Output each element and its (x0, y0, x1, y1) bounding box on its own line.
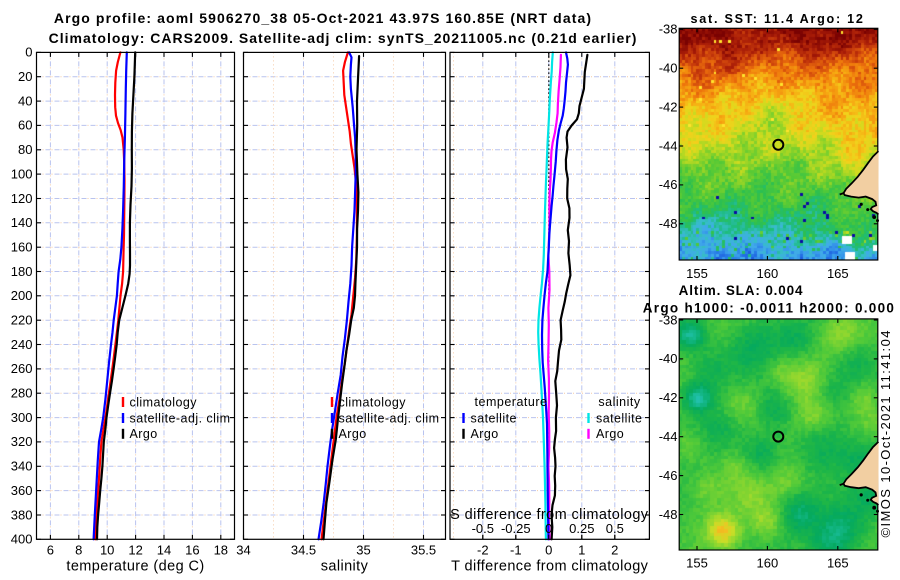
svg-text:240: 240 (11, 337, 33, 352)
svg-text:360: 360 (11, 483, 33, 498)
svg-text:165: 165 (827, 266, 849, 281)
svg-text:320: 320 (11, 434, 33, 449)
svg-text:300: 300 (11, 410, 33, 425)
svg-text:100: 100 (11, 166, 33, 181)
svg-text:16: 16 (185, 543, 199, 558)
svg-text:Altim. SLA: 0.004: Altim. SLA: 0.004 (679, 283, 804, 298)
svg-text:220: 220 (11, 313, 33, 328)
svg-text:34.5: 34.5 (291, 543, 316, 558)
svg-text:sat. SST: 11.4 Argo: 12: sat. SST: 11.4 Argo: 12 (691, 12, 865, 26)
svg-text:Argo: Argo (596, 427, 624, 441)
svg-text:temperature (deg C): temperature (deg C) (66, 559, 204, 575)
svg-text:14: 14 (157, 543, 171, 558)
svg-text:34: 34 (236, 543, 250, 558)
svg-text:-2: -2 (477, 543, 489, 558)
svg-text:©IMOS 10-Oct-2021 11:41:04: ©IMOS 10-Oct-2021 11:41:04 (878, 329, 893, 537)
svg-text:160: 160 (757, 266, 779, 281)
svg-text:155: 155 (686, 556, 708, 571)
svg-text:20: 20 (18, 69, 32, 84)
svg-text:160: 160 (11, 240, 33, 255)
svg-text:165: 165 (827, 556, 849, 571)
svg-text:satellite-adj. clim: satellite-adj. clim (339, 411, 440, 425)
svg-text:satellite: satellite (596, 411, 642, 425)
svg-text:120: 120 (11, 191, 33, 206)
svg-text:satellite: satellite (471, 411, 517, 425)
svg-text:climatology: climatology (339, 395, 407, 409)
svg-text:0: 0 (545, 543, 552, 558)
svg-text:Argo profile: aoml 5906270_38: Argo profile: aoml 5906270_38 05-Oct-202… (54, 10, 592, 26)
svg-text:1: 1 (578, 543, 585, 558)
svg-text:400: 400 (11, 532, 33, 547)
svg-text:-38: -38 (659, 22, 678, 37)
svg-text:18: 18 (214, 543, 228, 558)
svg-text:-40: -40 (659, 61, 678, 76)
svg-text:-40: -40 (659, 351, 678, 366)
svg-text:380: 380 (11, 507, 33, 522)
svg-text:satellite-adj. clim: satellite-adj. clim (130, 411, 231, 425)
svg-text:12: 12 (128, 543, 142, 558)
svg-text:10: 10 (100, 543, 114, 558)
svg-text:80: 80 (18, 142, 32, 157)
svg-text:140: 140 (11, 215, 33, 230)
svg-text:280: 280 (11, 386, 33, 401)
svg-text:temperature: temperature (475, 395, 548, 409)
svg-text:-42: -42 (659, 390, 678, 405)
svg-text:6: 6 (47, 543, 54, 558)
svg-text:-48: -48 (659, 507, 678, 522)
svg-text:40: 40 (18, 93, 32, 108)
svg-text:-42: -42 (659, 99, 678, 114)
svg-text:-46: -46 (659, 468, 678, 483)
svg-text:salinity: salinity (598, 395, 640, 409)
svg-text:-48: -48 (659, 216, 678, 231)
svg-text:-44: -44 (659, 429, 678, 444)
svg-text:160: 160 (757, 556, 779, 571)
svg-text:climatology: climatology (130, 395, 198, 409)
svg-text:260: 260 (11, 361, 33, 376)
svg-text:Argo: Argo (471, 427, 499, 441)
svg-text:-46: -46 (659, 177, 678, 192)
svg-text:155: 155 (686, 266, 708, 281)
svg-text:0: 0 (25, 45, 32, 60)
svg-text:2: 2 (611, 543, 618, 558)
svg-text:340: 340 (11, 459, 33, 474)
svg-text:180: 180 (11, 264, 33, 279)
svg-text:-0.5: -0.5 (472, 521, 494, 536)
svg-text:Argo: Argo (130, 427, 158, 441)
svg-text:-0.25: -0.25 (501, 521, 531, 536)
svg-text:salinity: salinity (321, 559, 369, 575)
svg-text:8: 8 (75, 543, 82, 558)
svg-text:200: 200 (11, 288, 33, 303)
svg-text:S difference from climatology: S difference from climatology (450, 507, 649, 523)
svg-text:60: 60 (18, 118, 32, 133)
svg-text:Argo: Argo (339, 427, 367, 441)
svg-text:-38: -38 (659, 312, 678, 327)
svg-text:-44: -44 (659, 138, 678, 153)
svg-text:35.5: 35.5 (411, 543, 436, 558)
svg-text:0.5: 0.5 (606, 521, 624, 536)
svg-text:Climatology: CARS2009. Satelli: Climatology: CARS2009. Satellite-adj cli… (49, 30, 638, 46)
svg-text:Argo h1000: -0.0011 h2000: 0.0: Argo h1000: -0.0011 h2000: 0.000 (643, 300, 895, 315)
svg-text:-1: -1 (510, 543, 522, 558)
svg-text:T difference from climatology: T difference from climatology (451, 559, 649, 575)
svg-text:0.25: 0.25 (569, 521, 594, 536)
svg-text:35: 35 (356, 543, 370, 558)
svg-text:0: 0 (545, 521, 552, 536)
